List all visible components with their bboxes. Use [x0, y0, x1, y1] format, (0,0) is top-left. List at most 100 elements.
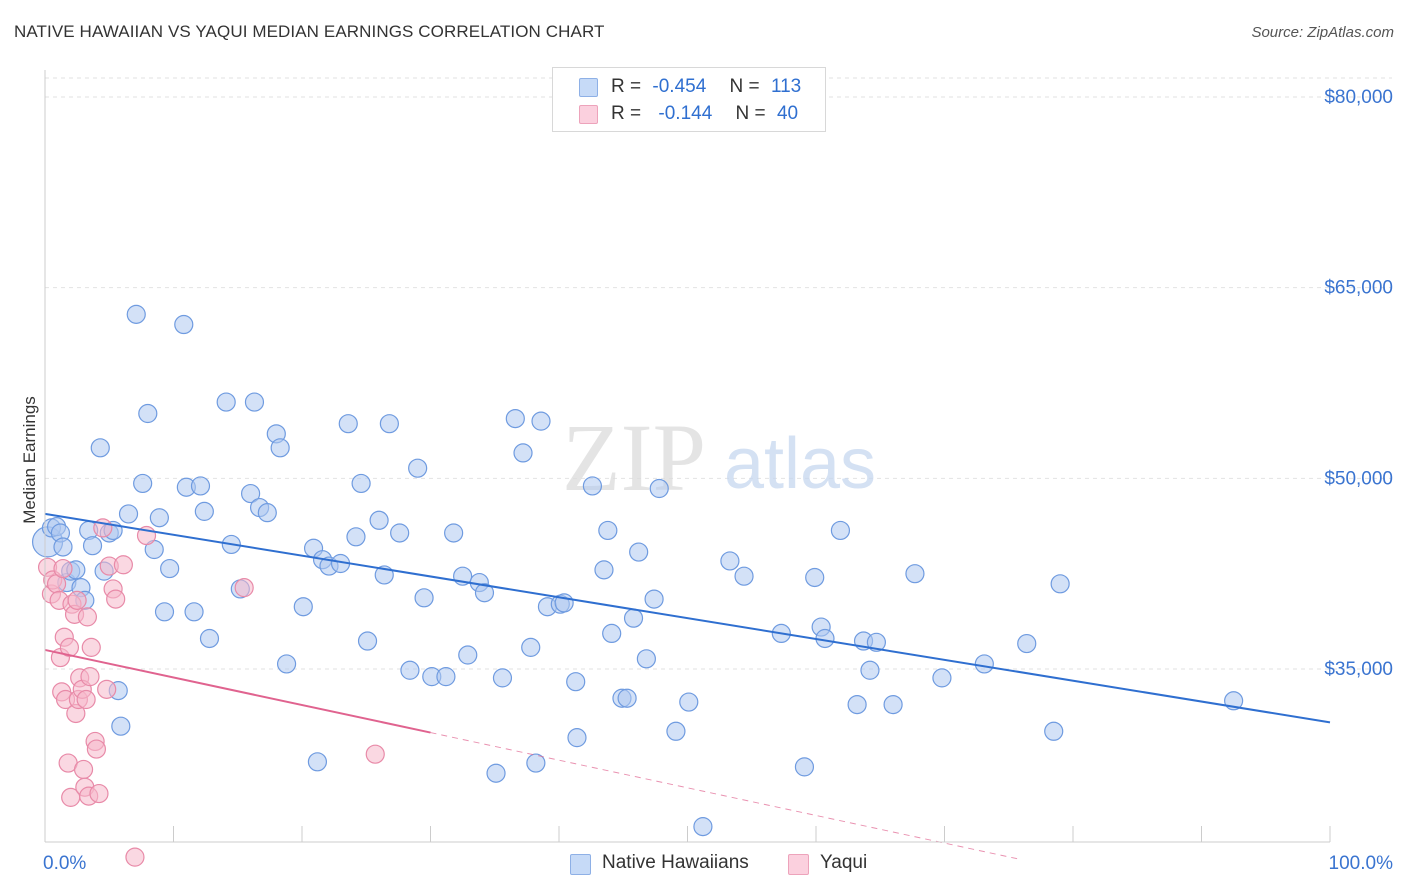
native-hawaiian-point — [444, 523, 464, 543]
yaqui-point — [89, 783, 109, 804]
native-hawaiian-point — [513, 443, 533, 463]
native-hawaiian-point — [598, 520, 618, 541]
legend-r-label: R = — [611, 76, 642, 97]
native-hawaiian-point — [805, 567, 825, 588]
native-hawaiian-point — [617, 688, 637, 708]
native-hawaiian-point — [133, 473, 153, 494]
native-hawaiian-point — [567, 728, 587, 748]
legend-n-value: 40 — [776, 103, 799, 124]
yaqui-point — [53, 558, 73, 579]
native-hawaiian-point — [629, 542, 649, 562]
native-hawaiian-point — [199, 628, 220, 649]
bottom-legend-label: Yaqui — [820, 852, 868, 873]
yaqui-point — [125, 847, 145, 867]
native-hawaiian-point — [118, 504, 139, 524]
native-hawaiian-point — [160, 558, 180, 579]
native-hawaiian-point — [216, 392, 236, 412]
native-hawaiian-point — [190, 476, 211, 496]
y-tick-label: $50,000 — [1324, 468, 1393, 489]
legend-n-label: N = — [729, 76, 760, 97]
native-hawaiian-point — [414, 588, 434, 608]
native-hawaiian-point — [53, 537, 73, 557]
native-hawaiian-point — [974, 654, 994, 674]
yaqui-trendline-extension — [430, 732, 1022, 861]
native-hawaiian-point — [794, 757, 815, 777]
bottom-legend-label: Native Hawaiians — [602, 852, 749, 873]
native-hawaiian-point — [830, 520, 851, 541]
watermark-zip: ZIP — [562, 404, 706, 511]
native-hawaiian-point — [82, 536, 103, 556]
yaqui-point — [76, 689, 96, 710]
native-hawaiian-point — [1017, 633, 1037, 654]
stats-legend: R = -0.454 N = 113 R = -0.144 N = 40 — [552, 67, 826, 132]
native-hawaiian-point — [149, 508, 169, 528]
native-hawaiian-point — [693, 817, 713, 837]
native-hawaiian-point — [932, 668, 952, 688]
yaqui-point — [73, 759, 94, 780]
native-hawaiian-point — [860, 660, 880, 680]
legend-r-label: R = — [611, 103, 642, 124]
native-hawaiian-point — [90, 438, 110, 458]
native-hawaiian-point — [526, 753, 546, 773]
yaqui-point — [81, 637, 101, 657]
native-hawaiian-point — [666, 721, 686, 741]
native-hawaiian-point — [276, 654, 297, 674]
native-hawaiian-point — [369, 510, 389, 530]
native-hawaiian-point — [458, 645, 478, 665]
native-hawaiian-point — [1050, 574, 1070, 594]
native-hawaiian-point — [636, 649, 656, 669]
y-axis-title: Median Earnings — [20, 396, 39, 524]
native-hawaiian-point — [111, 716, 131, 736]
y-tick-label: $65,000 — [1324, 278, 1393, 299]
yaqui-point — [234, 578, 254, 598]
native-hawaiian-point — [1044, 721, 1064, 741]
points-layer — [31, 304, 1244, 867]
native-hawaiian-point — [486, 763, 506, 783]
yaqui-point — [77, 607, 98, 627]
native-hawaiian-point — [644, 589, 664, 609]
native-hawaiian-point — [566, 672, 586, 692]
native-hawaiian-point — [174, 314, 194, 335]
x-tick-label-min: 0.0% — [43, 853, 86, 874]
yaqui-point — [59, 637, 80, 657]
watermark-atlas: atlas — [724, 424, 876, 504]
yaqui-point — [365, 744, 385, 764]
native-hawaiian-point — [244, 392, 265, 412]
native-hawaiian-point — [307, 752, 328, 772]
chart-title: NATIVE HAWAIIAN VS YAQUI MEDIAN EARNINGS… — [14, 22, 605, 41]
native-hawaiian-point — [649, 478, 669, 499]
y-tick-label: $35,000 — [1324, 659, 1393, 680]
native-hawaiian-point — [379, 414, 399, 434]
yaqui-point — [80, 667, 100, 687]
native-hawaiian-point — [582, 476, 603, 496]
y-tick-label: $80,000 — [1324, 87, 1393, 108]
trend-layer — [44, 512, 1331, 861]
legend-swatch-pink — [579, 105, 598, 124]
native-hawaiian-point — [720, 551, 740, 571]
native-hawaiian-point — [734, 566, 754, 586]
native-hawaiian-point — [257, 503, 277, 523]
native-hawaiian-point — [492, 668, 513, 688]
native-hawaiian-point — [241, 483, 261, 504]
legend-r-value: -0.144 — [658, 103, 713, 124]
source-label: Source: ZipAtlas.com — [1251, 24, 1394, 41]
legend-n-value: 113 — [770, 76, 802, 97]
yaqui-point — [113, 555, 133, 575]
native-hawaiian-point — [270, 438, 290, 458]
native-hawaiian-point — [126, 304, 146, 324]
native-hawaiian-point — [184, 602, 204, 622]
native-hawaiian-point — [474, 583, 495, 603]
native-hawaiian-point — [521, 637, 541, 657]
axis-layer: $35,000 $50,000 $65,000 $80,000 0.0% 100.0% — [43, 70, 1393, 874]
bottom-legend-swatch-blue — [570, 854, 591, 875]
native-hawaiian-point — [293, 597, 313, 617]
yaqui-point — [97, 679, 117, 699]
x-tick-label-max: 100.0% — [1329, 853, 1394, 874]
native-hawaiian-point — [346, 527, 366, 547]
bottom-legend-swatch-pink — [788, 854, 809, 875]
yaqui-point — [86, 739, 107, 759]
native-hawaiian-point — [866, 632, 886, 652]
native-hawaiian-point — [357, 631, 378, 651]
native-hawaiian-point — [679, 692, 699, 712]
